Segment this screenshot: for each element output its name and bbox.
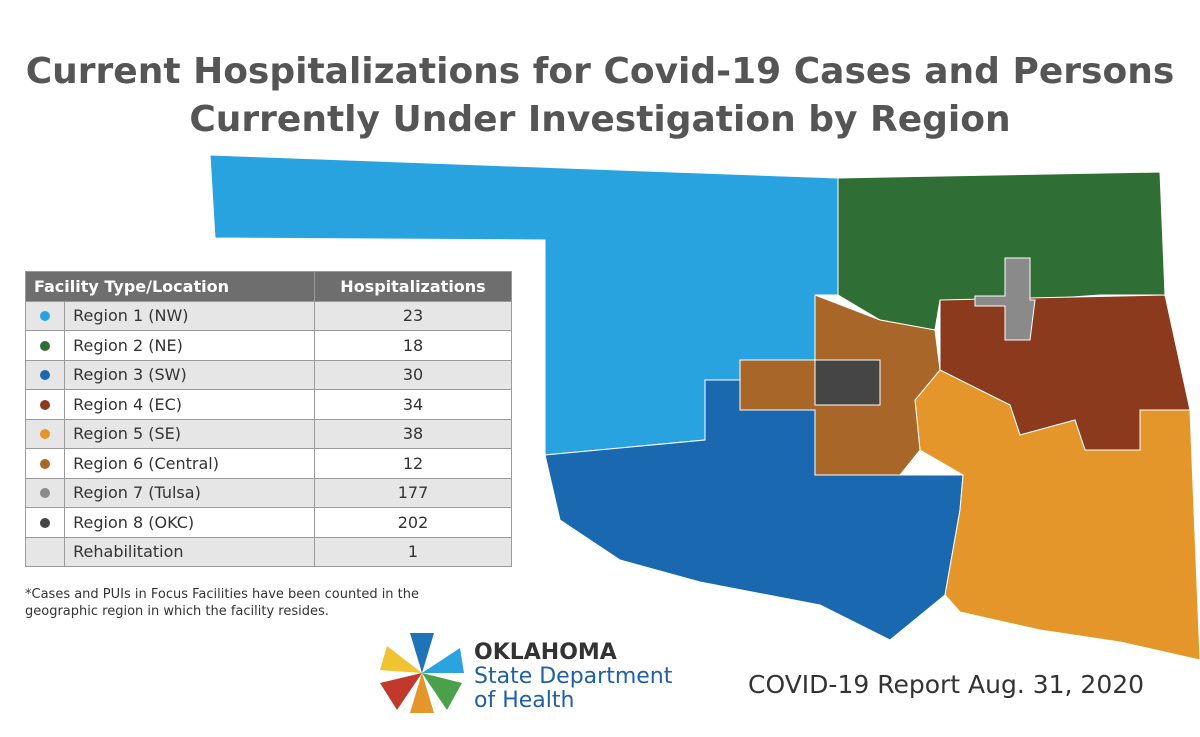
table-row: Region 5 (SE) 38 [24,418,512,449]
header-cell: Hospitalizations [314,271,512,302]
legend-dot [40,517,51,528]
legend-dot [40,458,51,469]
map-region [914,369,1200,661]
region-cell: Region 6 (Central) [64,448,315,479]
map-region [814,359,881,406]
swatch-cell [24,448,66,479]
region-cell: Region 3 (SW) [64,359,315,390]
region-cell: Region 2 (NE) [64,330,315,361]
legend-dot [40,429,51,440]
logo-petal [410,673,434,713]
region-cell: Region 4 (EC) [64,389,315,420]
value-cell: 12 [314,448,512,479]
header-cell: Facility Type/Location [25,271,315,302]
map-region [974,257,1036,341]
footnote: *Cases and PUIs in Focus Facilities have… [25,586,419,620]
swatch-cell [24,359,66,390]
table-row: Region 4 (EC) 34 [24,389,512,420]
logo-text: State Department of Health [474,665,672,713]
title-line: Currently Under Investigation by Region [189,99,1011,140]
table-row: Rehabilitation 1 [24,536,512,567]
table: Facility Type/Location Hospitalizations … [24,271,512,567]
logo-line: State Department [474,664,673,689]
value-cell: 23 [314,300,512,331]
legend-dot [40,311,51,322]
table-row: Region 7 (Tulsa) 177 [24,477,512,508]
title: Current Hospitalizations for Covid-19 Ca… [0,48,1200,144]
value-cell: 30 [314,359,512,390]
swatch-cell [24,477,66,508]
legend-dot [40,488,51,499]
swatch-cell [24,389,66,420]
swatch-cell [24,536,66,567]
logo-name: OKLAHOMA [474,640,617,665]
header-row: Facility Type/Location Hospitalizations [25,271,512,302]
value-cell: 1 [314,536,512,567]
logo-icon [380,633,464,713]
table-row: Region 1 (NW) 23 [24,300,512,331]
logo-petal [422,648,464,673]
table-row: Region 6 (Central) 12 [24,448,512,479]
value-cell: 34 [314,389,512,420]
table-row: Region 8 (OKC) 202 [24,507,512,538]
value-cell: 38 [314,418,512,449]
table-row: Region 3 (SW) 30 [24,359,512,390]
logo-petal [422,673,462,710]
footnote-line: *Cases and PUIs in Focus Facilities have… [25,587,420,602]
region-cell: Region 7 (Tulsa) [64,477,315,508]
logo-petal [380,646,422,673]
swatch-cell [24,507,66,538]
footnote-line: geographic region in which the facility … [25,604,329,619]
region-cell: Region 1 (NW) [64,300,315,331]
legend-dot [40,370,51,381]
swatch-cell [24,330,66,361]
region-cell: Region 5 (SE) [64,418,315,449]
region-cell: Region 8 (OKC) [64,507,315,538]
legend-dot [40,340,51,351]
logo-petal [410,633,434,673]
value-cell: 18 [314,330,512,361]
value-cell: 202 [314,507,512,538]
table-row: Region 2 (NE) 18 [24,330,512,361]
swatch-cell [24,300,66,331]
swatch-cell [24,418,66,449]
region-cell: Rehabilitation [64,536,315,567]
value-cell: 177 [314,477,512,508]
logo-line: of Health [474,688,575,713]
title-line: Current Hospitalizations for Covid-19 Ca… [25,51,1175,92]
legend-dot [40,399,51,410]
report-label: COVID-19 Report Aug. 31, 2020 [748,670,1145,699]
logo-petal [380,673,422,710]
